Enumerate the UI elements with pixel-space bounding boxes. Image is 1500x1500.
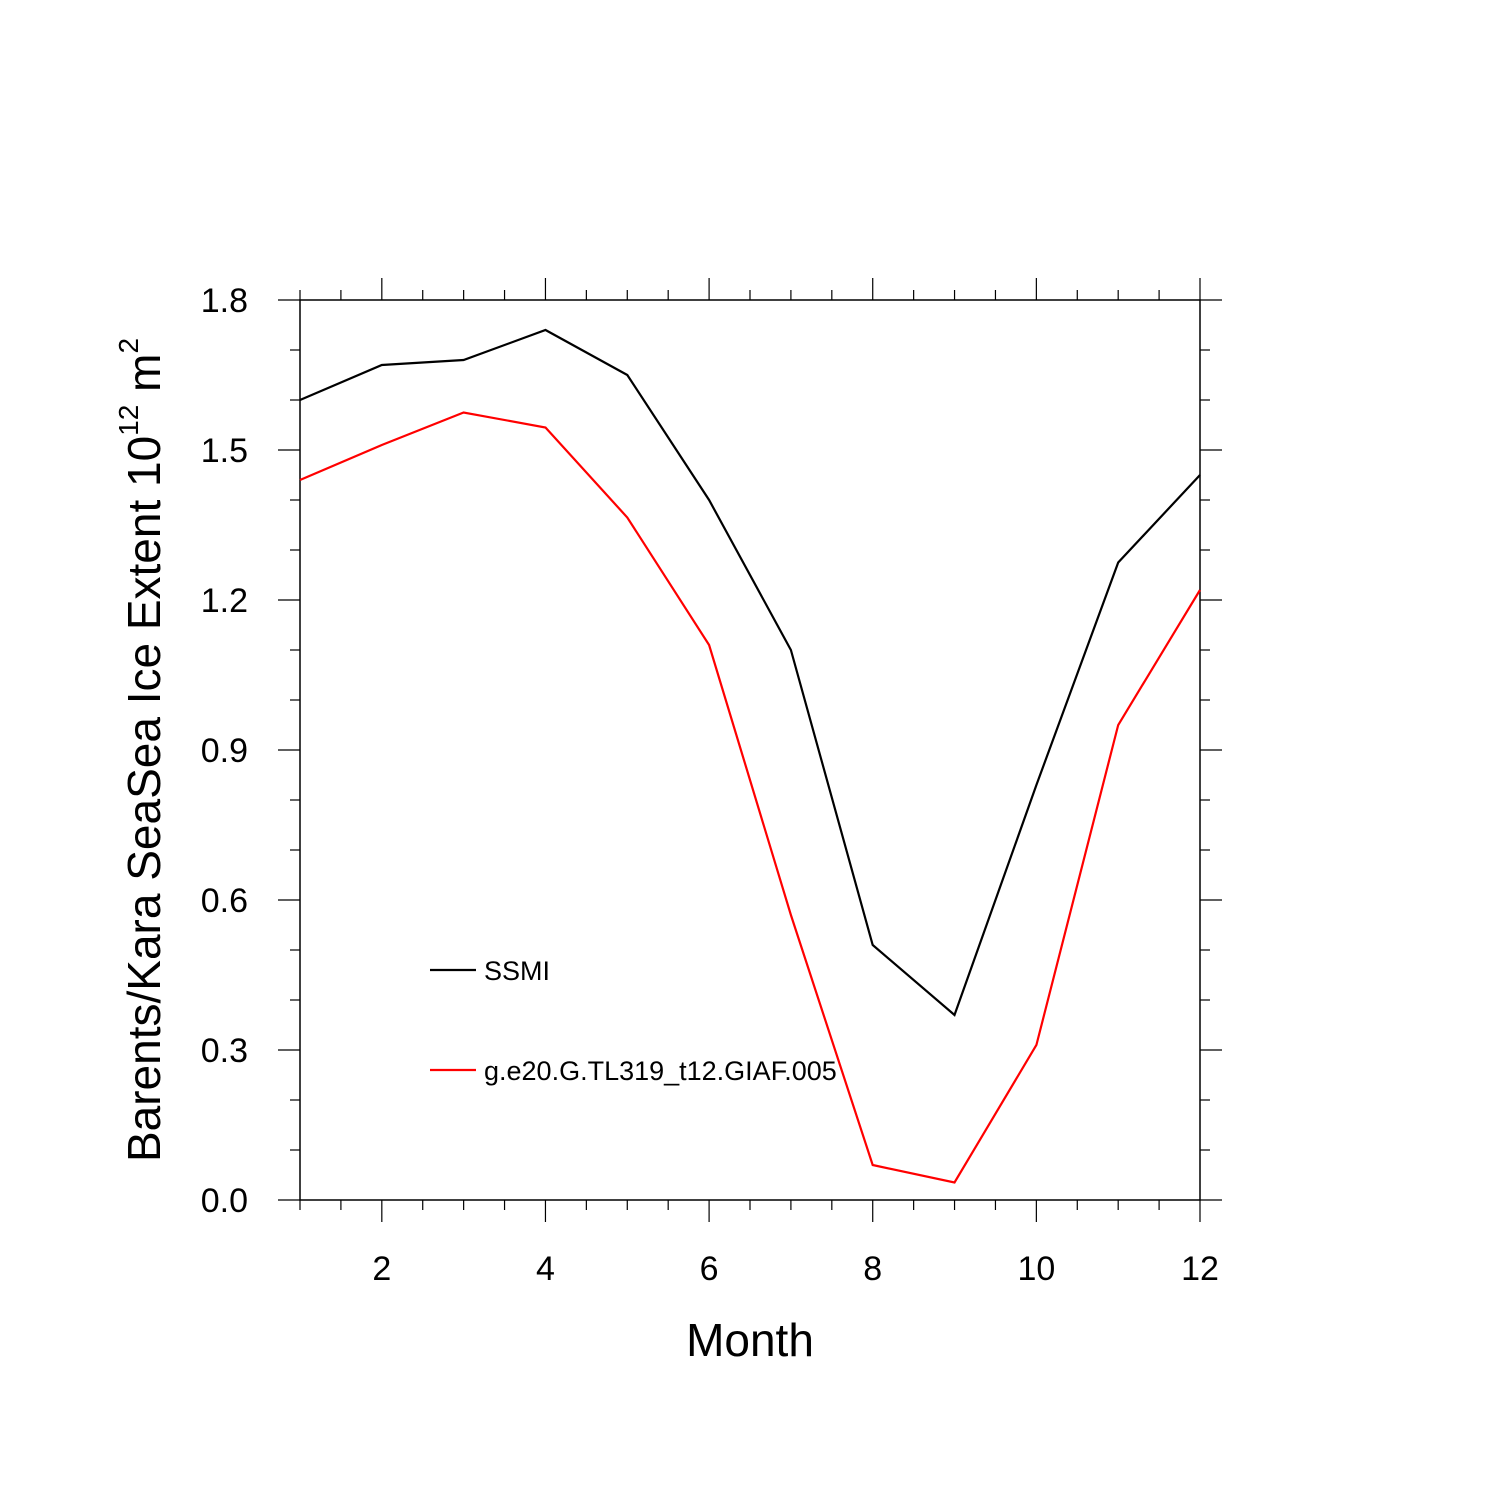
x-tick-label: 8 bbox=[863, 1250, 882, 1288]
series-lines bbox=[299, 328, 1201, 1184]
x-tick-label: 12 bbox=[1181, 1250, 1219, 1288]
series-line-1 bbox=[299, 328, 1201, 1017]
x-tick-label: 2 bbox=[372, 1250, 391, 1288]
y-axis-title-superscript-1: 12 bbox=[113, 405, 144, 436]
y-axis-title-superscript-2: 2 bbox=[113, 338, 144, 354]
legend: SSMI g.e20.G.TL319_t12.GIAF.005 bbox=[430, 956, 837, 1086]
y-tick-label: 1.8 bbox=[201, 282, 248, 320]
y-tick-label: 0.6 bbox=[201, 882, 248, 920]
y-tick-label: 1.5 bbox=[201, 432, 248, 470]
x-tick-label: 4 bbox=[536, 1250, 555, 1288]
y-tick-label: 0.0 bbox=[201, 1182, 248, 1220]
x-tick-label: 10 bbox=[1017, 1250, 1055, 1288]
legend-label-2: g.e20.G.TL319_t12.GIAF.005 bbox=[484, 1056, 837, 1086]
x-tick-label: 6 bbox=[700, 1250, 719, 1288]
tick-labels: 2 4 6 8 10 12 0.0 0.3 0.6 0.9 1.2 1.5 1.8 bbox=[201, 282, 1219, 1288]
y-axis-title-main: Barents/Kara SeaSea Ice Extent 10 bbox=[118, 436, 170, 1162]
y-tick-label: 0.9 bbox=[201, 732, 248, 770]
y-tick-label: 1.2 bbox=[201, 582, 248, 620]
y-tick-label: 0.3 bbox=[201, 1032, 248, 1070]
axis-ticks bbox=[278, 278, 1222, 1222]
series-line-2 bbox=[299, 411, 1201, 1184]
y-axis-title: Barents/Kara SeaSea Ice Extent 1012 m2 bbox=[113, 338, 170, 1162]
x-axis-title: Month bbox=[686, 1314, 814, 1366]
legend-label-1: SSMI bbox=[484, 956, 550, 986]
y-axis-title-unit: m bbox=[118, 354, 170, 405]
